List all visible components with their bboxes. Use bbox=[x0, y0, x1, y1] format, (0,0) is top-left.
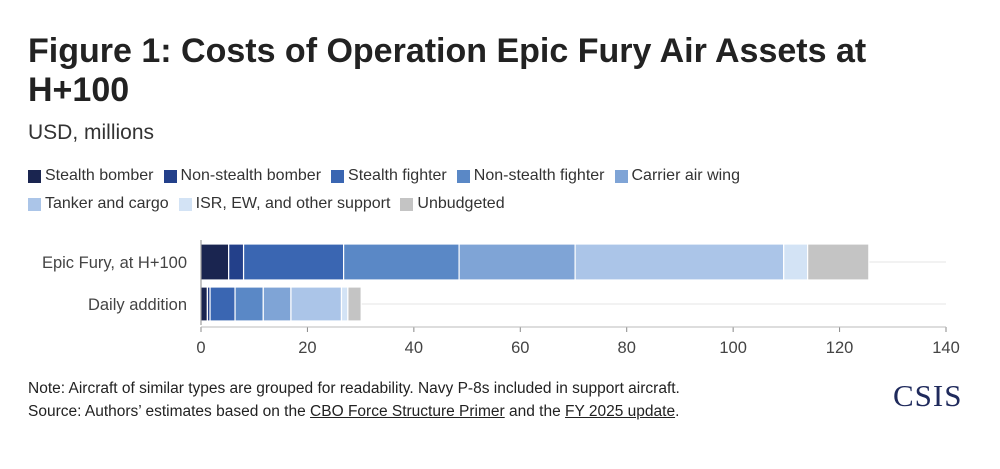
bar-segment bbox=[209, 286, 236, 322]
bar-segment bbox=[807, 243, 870, 281]
legend-item: Non-stealth fighter bbox=[456, 166, 605, 186]
legend-label: Stealth bomber bbox=[45, 167, 154, 184]
legend-swatch bbox=[28, 169, 41, 183]
footer: Note: Aircraft of similar types are grou… bbox=[28, 377, 680, 423]
stacked-bar-chart: Epic Fury, at H+100 Daily addition 0 20 40 60… bbox=[42, 240, 960, 357]
legend-swatch bbox=[178, 197, 192, 211]
bar-segment bbox=[200, 243, 230, 281]
bar-segment bbox=[290, 286, 343, 322]
legend-swatch bbox=[400, 197, 414, 211]
csis-logo: CSIS bbox=[893, 378, 963, 413]
legend-label: Non-stealth fighter bbox=[473, 167, 605, 184]
category-label: Epic Fury, at H+100 bbox=[42, 254, 187, 272]
bar-segment bbox=[234, 286, 264, 322]
legend: Stealth bomber Non-stealth bomber Stealth … bbox=[28, 166, 928, 214]
x-tick-label: 40 bbox=[405, 339, 423, 357]
bar-segment bbox=[783, 243, 809, 281]
source-prefix: Source: Authors’ estimates based on the bbox=[28, 403, 311, 420]
x-tick-label: 80 bbox=[618, 339, 636, 357]
footer-source: Source: Authors’ estimates based on the … bbox=[28, 400, 680, 423]
legend-item: Non-stealth bomber bbox=[163, 166, 322, 186]
legend-item: Stealth bomber bbox=[28, 166, 154, 186]
legend-label: Non-stealth bomber bbox=[180, 167, 322, 184]
source-mid: and the bbox=[504, 403, 566, 420]
bar-segment bbox=[242, 243, 345, 281]
bar-segment bbox=[347, 286, 362, 322]
cbo-primer-link[interactable]: CBO Force Structure Primer bbox=[310, 403, 505, 420]
legend-item: Stealth fighter bbox=[331, 166, 447, 186]
legend-swatch bbox=[28, 197, 41, 211]
legend-swatch bbox=[456, 169, 470, 183]
legend-label: Stealth fighter bbox=[348, 167, 447, 184]
source-suffix: . bbox=[675, 403, 680, 420]
category-label: Daily addition bbox=[88, 296, 187, 314]
bar-segment bbox=[458, 243, 576, 281]
footer-note: Note: Aircraft of similar types are grou… bbox=[28, 380, 680, 397]
bar-segment bbox=[343, 243, 460, 281]
chart-subtitle: USD, millions bbox=[28, 121, 155, 144]
legend-label: Tanker and cargo bbox=[45, 195, 169, 212]
fy2025-update-link[interactable]: FY 2025 update bbox=[565, 403, 676, 420]
legend-item: ISR, EW, and other support bbox=[178, 194, 391, 214]
bar-segment bbox=[200, 286, 208, 322]
x-tick-label: 0 bbox=[196, 339, 205, 357]
bar-segment bbox=[262, 286, 292, 322]
legend-swatch bbox=[331, 169, 345, 183]
bar-segment bbox=[228, 243, 245, 281]
legend-item: Unbudgeted bbox=[400, 194, 505, 214]
x-tick-label: 20 bbox=[298, 339, 316, 357]
legend-swatch bbox=[163, 169, 177, 183]
bar-segment bbox=[340, 286, 349, 322]
chart-title: Figure 1: Costs of Operation Epic Fury A… bbox=[28, 32, 867, 109]
legend-swatch bbox=[614, 169, 628, 183]
x-tick-label: 100 bbox=[719, 339, 747, 357]
legend-label: ISR, EW, and other support bbox=[195, 195, 391, 212]
x-tick-label: 120 bbox=[826, 339, 854, 357]
legend-item: Tanker and cargo bbox=[28, 194, 169, 214]
legend-label: Carrier air wing bbox=[631, 167, 740, 184]
x-tick-label: 60 bbox=[511, 339, 529, 357]
x-tick-label: 140 bbox=[932, 339, 960, 357]
bar-segment bbox=[574, 243, 785, 281]
legend-item: Carrier air wing bbox=[614, 166, 740, 186]
legend-label: Unbudgeted bbox=[417, 195, 505, 212]
